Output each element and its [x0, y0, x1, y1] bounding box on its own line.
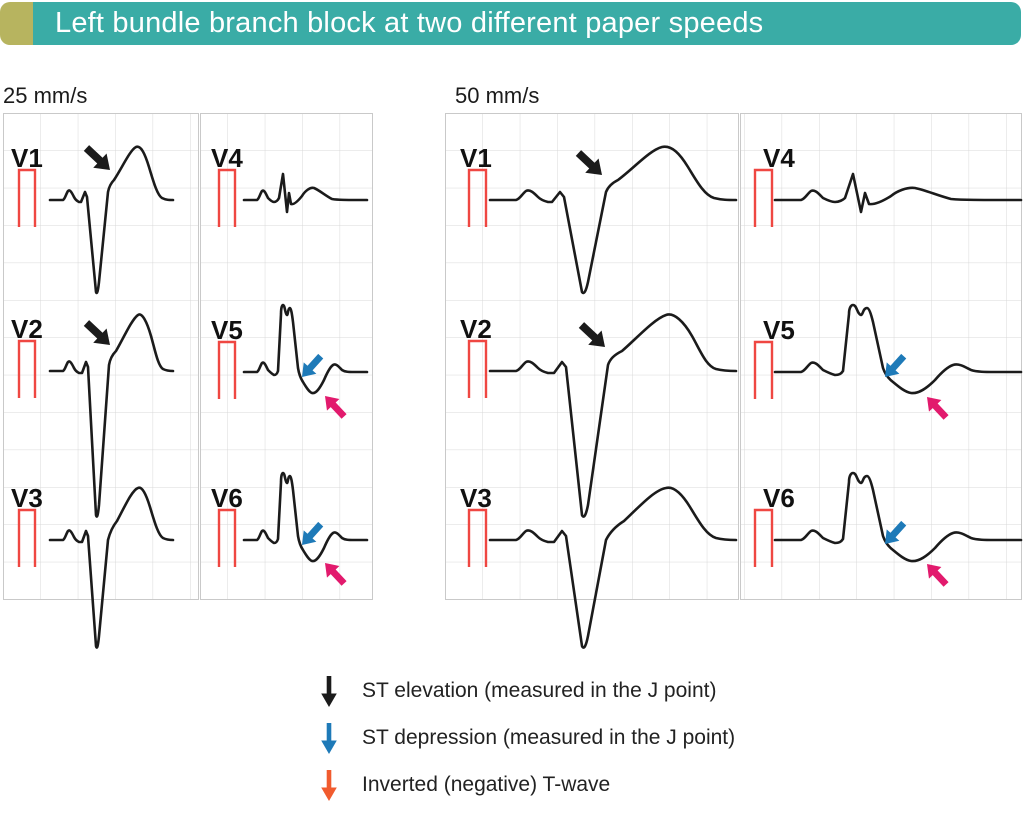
lead-label-v1: V1 [11, 143, 43, 173]
down-arrow-black-icon [321, 676, 337, 707]
calibration-pulse [467, 508, 488, 567]
lead-label-v5: V5 [211, 315, 243, 345]
grid-paper-right-column [740, 113, 1022, 600]
legend-row-st-depression: ST depression (measured in the J point) [320, 721, 735, 755]
calibration-pulse [217, 508, 237, 567]
down-arrow-orange-icon [321, 770, 337, 801]
legend-label-st-depression: ST depression (measured in the J point) [362, 726, 736, 749]
down-arrow-blue-icon [321, 723, 337, 754]
lead-label-v1: V1 [460, 143, 492, 173]
lead-label-v4: V4 [211, 143, 243, 173]
lead-label-v2: V2 [460, 314, 492, 344]
lead-label-v5: V5 [763, 315, 795, 345]
grid-paper-left-column [445, 113, 739, 600]
calibration-pulse [467, 339, 488, 398]
lead-label-v6: V6 [211, 483, 243, 513]
calibration-pulse [17, 339, 37, 398]
calibration-pulse [217, 168, 237, 227]
grid-paper-right-column [200, 113, 373, 600]
title-bar: Left bundle branch block at two differen… [33, 2, 1021, 45]
lead-label-v3: V3 [460, 483, 492, 513]
speed-label-50mms: 50 mm/s [455, 83, 540, 108]
figure-title: Left bundle branch block at two differen… [55, 7, 764, 39]
lead-label-v6: V6 [763, 483, 795, 513]
calibration-pulse [17, 168, 37, 227]
legend-label-st-elevation: ST elevation (measured in the J point) [362, 679, 717, 702]
legend-row-inverted-t: Inverted (negative) T-wave [320, 768, 735, 802]
legend-label-inverted-t: Inverted (negative) T-wave [362, 773, 611, 796]
calibration-pulse [17, 508, 37, 567]
calibration-pulse [753, 508, 774, 567]
calibration-pulse [467, 168, 488, 227]
legend-row-st-elevation: ST elevation (measured in the J point) [320, 674, 735, 708]
lead-label-v2: V2 [11, 314, 43, 344]
ecg-panel-25mms: V1 V2 V3 V4 V5 V6 [3, 113, 373, 649]
calibration-pulse [217, 340, 237, 399]
legend: ST elevation (measured in the J point) S… [320, 674, 735, 815]
ecg-panel-50mms: V1 V2 V3 V4 V5 V6 [445, 113, 1023, 665]
calibration-pulse [753, 340, 774, 399]
calibration-pulse [753, 168, 774, 227]
lead-label-v3: V3 [11, 483, 43, 513]
lead-label-v4: V4 [763, 143, 795, 173]
speed-label-25mms: 25 mm/s [3, 83, 88, 108]
grid-paper-left-column [3, 113, 199, 600]
